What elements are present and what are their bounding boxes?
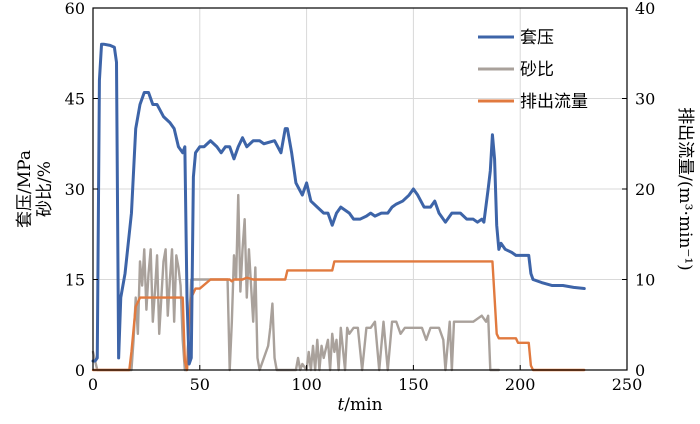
right-y-tick-label: 10: [635, 271, 655, 290]
x-tick-label: 200: [505, 375, 536, 394]
x-tick-label: 250: [612, 375, 643, 394]
x-axis-label-italic: t: [337, 395, 344, 415]
legend-label: 排出流量: [520, 92, 588, 112]
series-line-casing-pressure: [91, 42, 586, 366]
x-tick-label: 100: [291, 375, 322, 394]
legend-label: 套压: [520, 28, 554, 48]
left-y-tick-label: 15: [65, 271, 85, 290]
right-y-tick-label: 30: [635, 90, 655, 109]
x-tick-label: 0: [88, 375, 98, 394]
left-y-tick-label: 30: [65, 180, 85, 199]
right-y-tick-label: 40: [635, 0, 655, 18]
legend-label: 砂比: [520, 60, 554, 80]
right-y-tick-label: 0: [635, 361, 645, 380]
series-layer: [91, 42, 586, 372]
x-tick-label: 50: [190, 375, 210, 394]
series-line-sand-ratio: [91, 193, 501, 372]
x-tick-label: 150: [398, 375, 429, 394]
right-y-tick-label: 20: [635, 180, 655, 199]
x-axis-label-unit: /min: [344, 395, 382, 415]
left-y-axis-label-line1: 套压/MPa: [15, 150, 35, 228]
left-y-tick-label: 60: [65, 0, 85, 18]
left-y-tick-label: 45: [65, 90, 85, 109]
x-axis-label: t/min: [337, 395, 382, 415]
right-y-axis-label: 排出流量/(m³·min⁻¹): [675, 107, 695, 271]
left-y-tick-label: 0: [75, 361, 85, 380]
left-y-axis-label-line2: 砂比/%: [35, 161, 55, 217]
series-line-discharge-rate: [91, 260, 586, 372]
